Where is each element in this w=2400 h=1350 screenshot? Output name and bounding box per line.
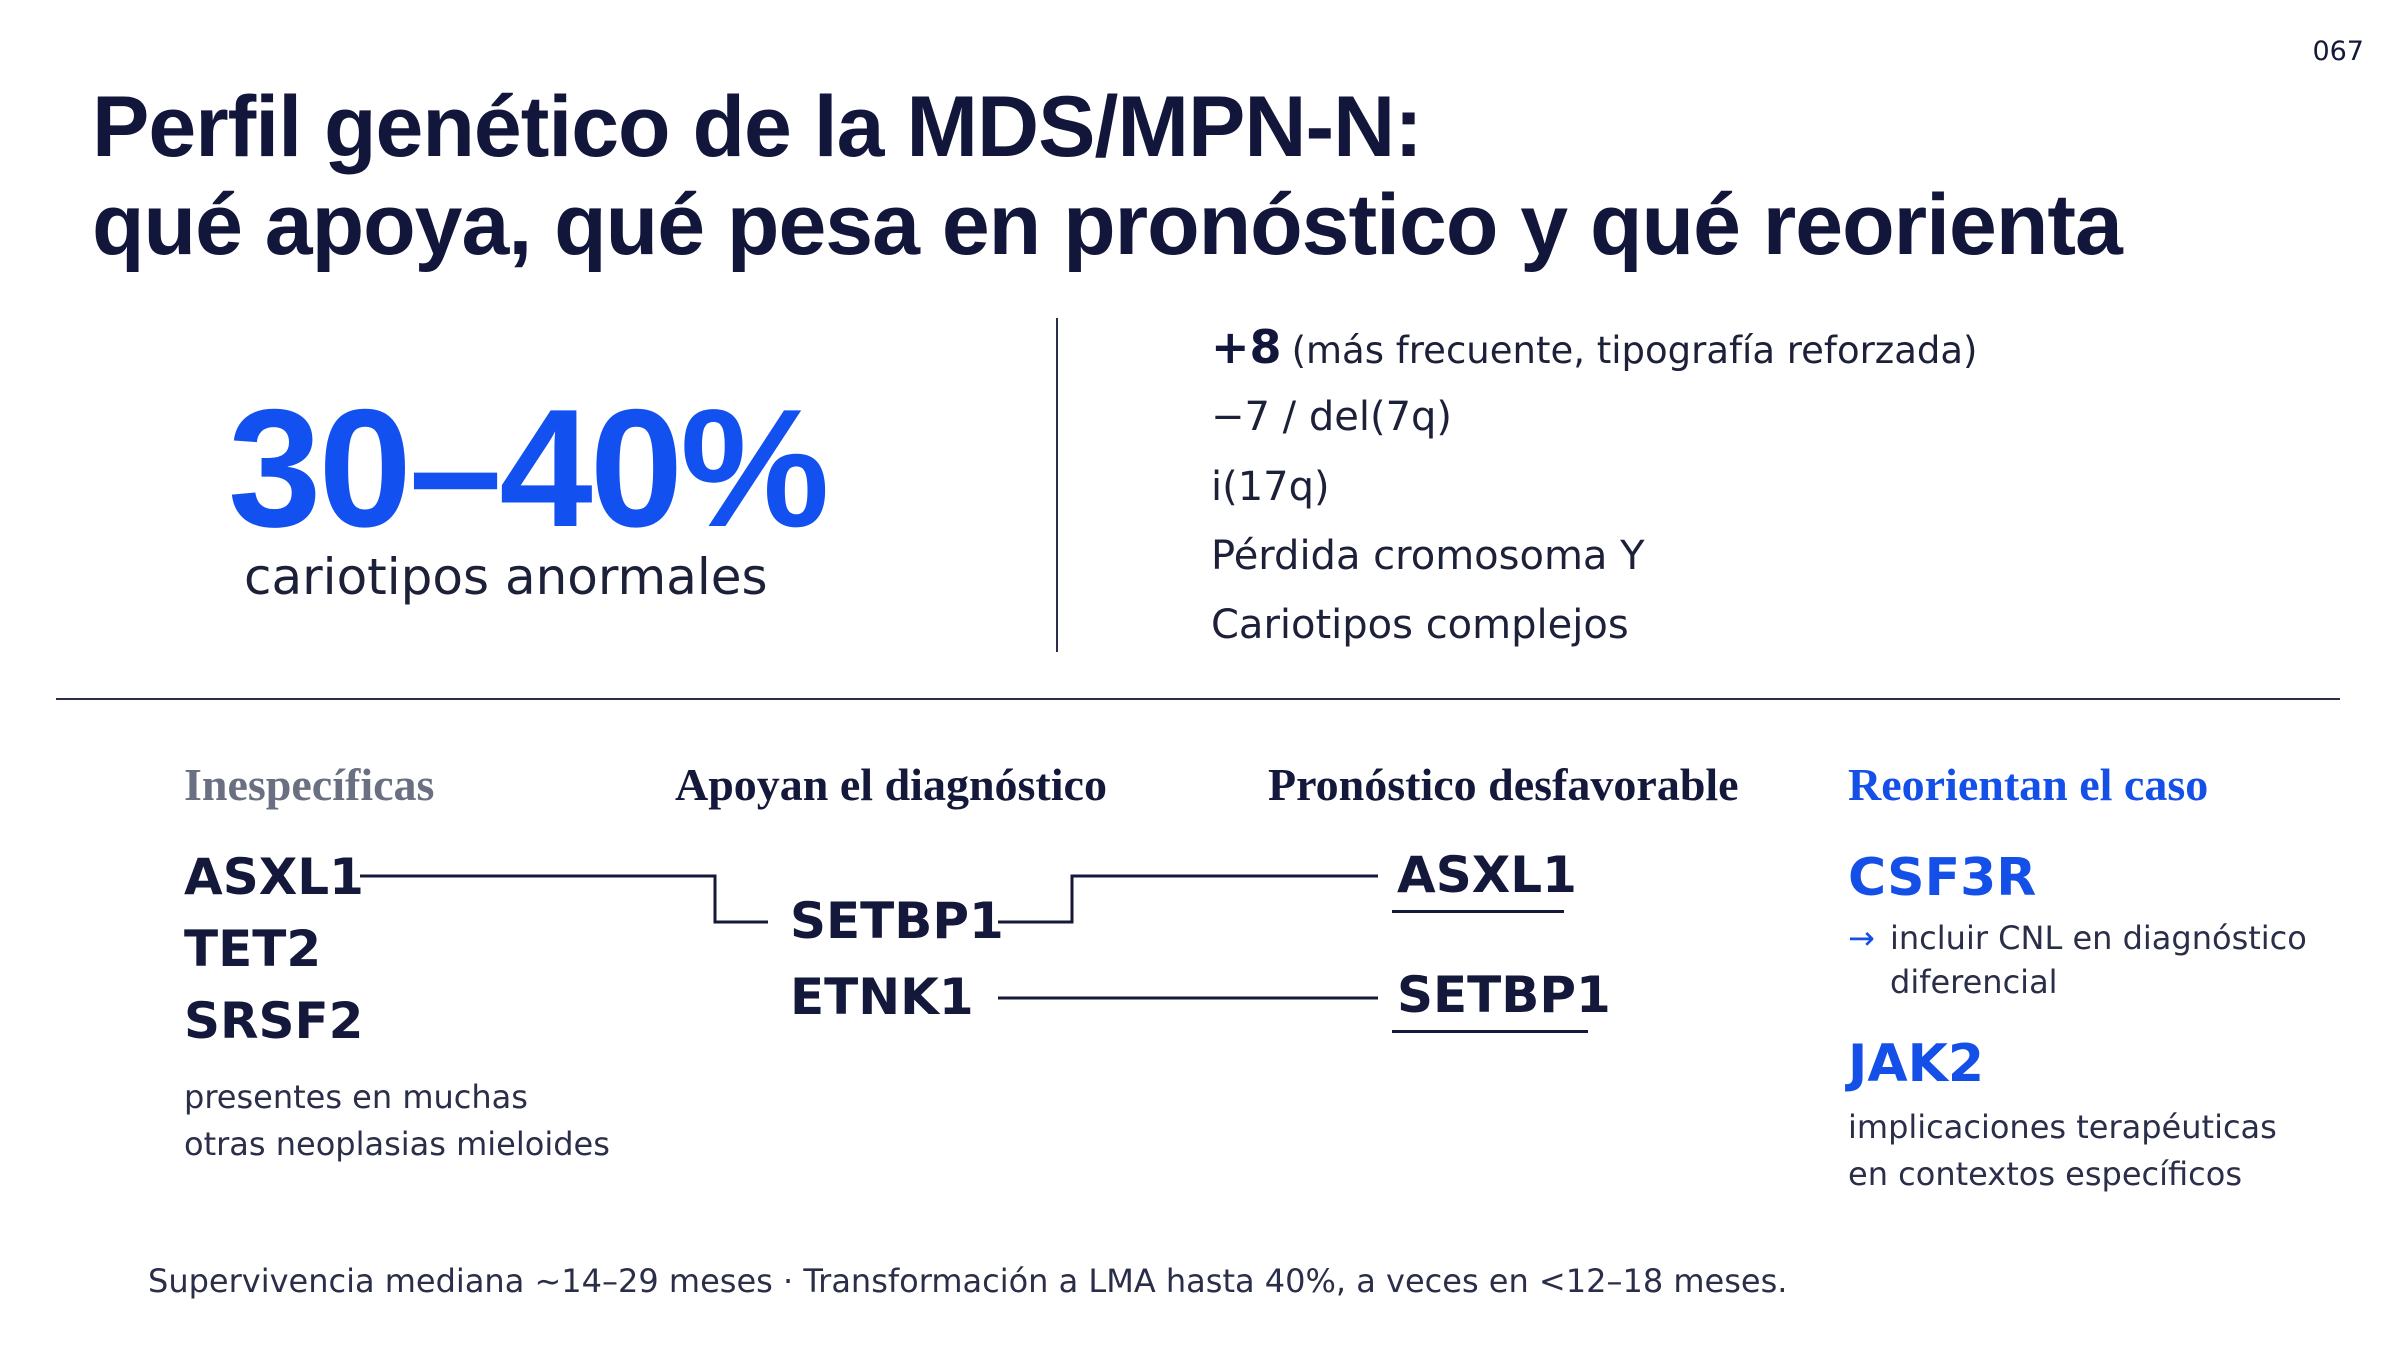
gene-underline — [1392, 1030, 1588, 1033]
inespecificas-note: presentes en muchas otras neoplasias mie… — [184, 1074, 610, 1168]
karyotype-item-complex: Cariotipos complejos — [1211, 602, 1629, 648]
column-heading-apoyan: Apoyan el diagnóstico — [675, 759, 1107, 810]
gene-asxl1-inespecifica: ASXL1 — [184, 848, 364, 906]
column-heading-inespecificas: Inespecíficas — [184, 759, 435, 810]
gene-asxl1-pronostico: ASXL1 — [1397, 846, 1577, 904]
inespecificas-note-line: presentes en muchas — [184, 1078, 528, 1116]
page-title-line-2: qué apoya, qué pesa en pronóstico y qué … — [92, 177, 2123, 273]
gene-underline — [1392, 910, 1564, 913]
arrow-right-icon: → — [1848, 919, 1875, 957]
inespecificas-note-line: otras neoplasias mieloides — [184, 1125, 610, 1163]
karyotype-item-i17q: i(17q) — [1211, 464, 1330, 510]
gene-srsf2: SRSF2 — [184, 992, 364, 1050]
gene-csf3r: CSF3R — [1848, 848, 2037, 908]
footer-survival-note: Supervivencia mediana ~14–29 meses · Tra… — [148, 1262, 1788, 1300]
connector-setbp1-to-asxl1 — [998, 874, 1378, 924]
karyotype-note: (más frecuente, tipografía reforzada) — [1291, 329, 1978, 372]
csf3r-note-line: incluir CNL en diagnóstico — [1890, 919, 2307, 957]
gene-etnk1: ETNK1 — [790, 968, 974, 1026]
gene-setbp1-apoyan: SETBP1 — [790, 892, 1004, 950]
csf3r-note: → incluir CNL en diagnóstico diferencial — [1848, 916, 2307, 1004]
jak2-note-line: implicaciones terapéuticas — [1848, 1108, 2277, 1146]
horizontal-divider — [56, 698, 2340, 700]
csf3r-note-line: diferencial — [1890, 963, 2058, 1001]
abnormal-karyotype-caption: cariotipos anormales — [244, 548, 768, 606]
abnormal-karyotype-percentage: 30–40% — [228, 374, 830, 562]
gene-setbp1-pronostico: SETBP1 — [1397, 966, 1611, 1024]
karyotype-item-trisomy-8: +8 (más frecuente, tipografía reforzada) — [1211, 320, 1978, 374]
column-heading-reorientan: Reorientan el caso — [1848, 759, 2209, 810]
vertical-divider — [1056, 318, 1058, 652]
karyotype-item-monosomy-7: −7 / del(7q) — [1211, 394, 1453, 440]
karyotype-label: +8 — [1211, 320, 1282, 374]
gene-tet2: TET2 — [184, 920, 322, 978]
karyotype-item-loss-y: Pérdida cromosoma Y — [1211, 533, 1645, 579]
page-number: 067 — [2312, 36, 2364, 67]
page-title-line-1: Perfil genético de la MDS/MPN-N: — [92, 79, 1423, 175]
jak2-note: implicaciones terapéuticas en contextos … — [1848, 1104, 2277, 1198]
gene-jak2: JAK2 — [1848, 1034, 1985, 1094]
connector-asxl1-to-setbp1 — [360, 874, 768, 924]
column-heading-pronostico: Pronóstico desfavorable — [1268, 759, 1739, 810]
jak2-note-line: en contextos específicos — [1848, 1155, 2243, 1193]
